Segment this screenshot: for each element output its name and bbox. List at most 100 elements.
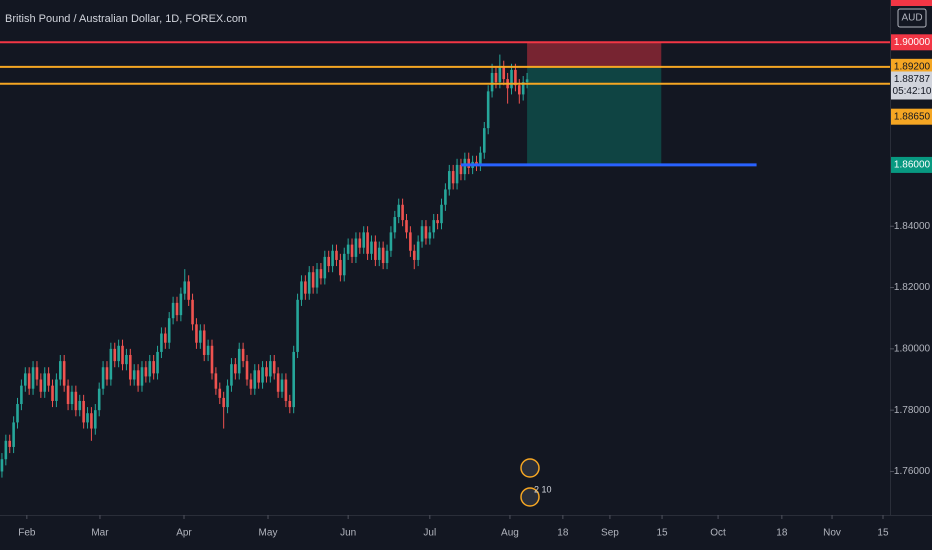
- candle-body: [0, 459, 4, 472]
- x-tick-label: Sep: [601, 528, 619, 539]
- candle-body: [514, 69, 517, 86]
- candle-body: [447, 171, 451, 190]
- countdown: 05:42:10: [893, 86, 932, 97]
- candle-body: [78, 400, 82, 411]
- candle-body: [319, 269, 323, 279]
- x-tick-label: 15: [877, 528, 889, 539]
- candle-body: [183, 281, 187, 294]
- currency: AUD: [901, 13, 922, 24]
- candle-body: [498, 66, 502, 83]
- candle-body: [412, 250, 416, 260]
- candle-body: [171, 302, 175, 319]
- level-label-bg: [891, 108, 932, 125]
- candle-body: [502, 66, 506, 80]
- candle-body: [525, 79, 529, 83]
- candle-body: [234, 364, 237, 374]
- candle-body: [136, 370, 140, 386]
- candle-body: [444, 189, 447, 205]
- candle-body: [346, 244, 350, 254]
- candle-body: [144, 367, 148, 377]
- candle-body: [428, 232, 432, 239]
- candle-body: [401, 204, 404, 221]
- candle-body: [86, 413, 89, 423]
- level-label: 1.90000: [894, 37, 931, 48]
- candle-body: [479, 152, 482, 165]
- axes: 1.76000 1.78000 1.80000 1.82000 1.84000 Feb Ma…: [18, 0, 932, 539]
- candle-body: [265, 367, 268, 377]
- candle-body: [276, 373, 280, 392]
- candle-body: [331, 250, 334, 267]
- candle-body: [459, 164, 463, 175]
- candle-body: [97, 388, 101, 411]
- candle-body: [109, 348, 113, 380]
- candle-body: [517, 85, 521, 95]
- candle-body: [475, 161, 478, 165]
- candle-body: [397, 204, 401, 218]
- candle-body: [362, 232, 366, 248]
- x-tick-label: 15: [656, 528, 668, 539]
- candle-body: [486, 91, 490, 129]
- x-tick-label: 18: [776, 528, 788, 539]
- candle-body: [31, 367, 35, 389]
- candle-body: [354, 238, 358, 257]
- y-tick-label: 1.80000: [894, 343, 931, 354]
- candle-body: [253, 370, 257, 389]
- candle-body: [191, 299, 194, 325]
- candle-body: [257, 370, 260, 383]
- candle-body: [342, 253, 346, 276]
- candle-body: [113, 348, 117, 362]
- candle-body: [47, 373, 50, 386]
- candle-body: [105, 367, 109, 380]
- candle-body: [424, 226, 428, 239]
- candle-body: [125, 354, 128, 365]
- candle-body: [366, 232, 369, 254]
- candle-body: [463, 158, 467, 175]
- candle-body: [284, 379, 288, 401]
- plot-area: 2 10: [0, 41, 890, 507]
- candle-body: [451, 171, 455, 184]
- candle-body: [292, 351, 295, 408]
- candle-body: [210, 345, 214, 374]
- x-tick-label: Aug: [501, 528, 519, 539]
- candle-body: [385, 250, 389, 264]
- candle-body: [175, 302, 179, 316]
- candle-body: [350, 244, 354, 257]
- candle-body: [261, 367, 264, 383]
- candle-body: [82, 400, 85, 423]
- candle-body: [249, 379, 253, 389]
- candle-body: [55, 379, 58, 401]
- candle-body: [51, 385, 54, 401]
- candle-body: [132, 370, 136, 380]
- candle-body: [311, 272, 315, 288]
- candle-body: [195, 324, 198, 343]
- candle-body: [121, 345, 124, 365]
- x-tick-label: Jul: [423, 528, 436, 539]
- candle-body: [280, 379, 284, 392]
- candle-body: [43, 373, 47, 392]
- candle-body: [416, 241, 420, 260]
- candle-body: [521, 82, 525, 95]
- candle-body: [467, 158, 471, 168]
- candle-body: [58, 361, 62, 380]
- candle-body: [494, 72, 498, 83]
- candle-body: [156, 351, 159, 374]
- candle-body: [339, 259, 342, 276]
- candle-body: [389, 232, 393, 251]
- candle-body: [510, 69, 513, 89]
- candle-body: [23, 373, 27, 386]
- candle-body: [405, 220, 408, 233]
- candle-body: [377, 247, 381, 260]
- x-tick-label: Mar: [91, 528, 109, 539]
- candle-body: [269, 361, 272, 377]
- candle-body: [218, 388, 222, 398]
- candle-body: [288, 400, 292, 408]
- x-tick-label: Oct: [710, 528, 726, 539]
- candle-body: [436, 220, 439, 224]
- currency-box: [897, 8, 927, 28]
- candle-body: [358, 238, 362, 248]
- target-label-bg: [891, 156, 932, 173]
- candle-body: [27, 373, 31, 389]
- risk-zone: [527, 42, 662, 67]
- candle-body: [35, 367, 39, 380]
